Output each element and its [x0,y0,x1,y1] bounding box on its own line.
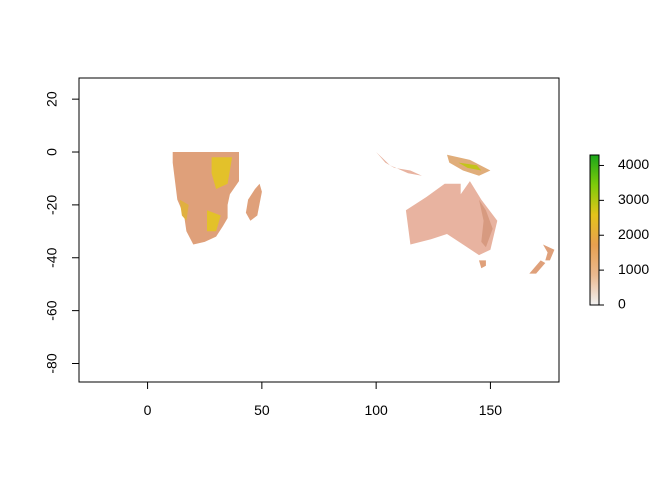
highland-new-guinea-highlands [458,162,482,171]
y-tick-label: -60 [44,300,60,320]
region-new-zealand-south-island [529,260,546,274]
legend-color-bar [589,154,600,306]
y-tick-label: -80 [44,353,60,373]
highland-great-dividing-range [479,199,493,248]
region-tasmania [479,260,486,269]
color-legend: 0 1000 2000 3000 4000 [589,154,649,312]
legend-ticks: 0 1000 2000 3000 4000 [599,156,649,312]
legend-tick-label: 0 [618,296,626,312]
x-tick-label: 150 [479,402,503,418]
region-australia [405,181,498,256]
legend-tick-label: 2000 [618,226,649,242]
y-tick-label: -40 [44,247,60,267]
x-tick-label: 0 [144,402,152,418]
y-tick-label: 20 [44,91,60,107]
region-indonesia [376,152,422,176]
highland-southern-african-plateau [207,210,221,232]
y-tick-label: 0 [44,148,60,156]
legend-tick-label: 1000 [618,261,649,277]
legend-tick-label: 3000 [618,191,649,207]
map-layer [172,152,555,274]
y-axis: 20 0 -20 -40 -60 -80 [44,91,80,374]
x-tick-label: 50 [254,402,270,418]
highland-namibian-highlands [179,199,189,221]
highland-east-african-plateau [211,157,233,189]
x-tick-label: 100 [364,402,388,418]
x-axis: 0 50 100 150 [144,381,503,418]
region-new-zealand-north-island [543,244,555,261]
y-tick-label: -20 [44,195,60,215]
legend-tick-label: 4000 [618,156,649,172]
region-madagascar [245,183,262,221]
